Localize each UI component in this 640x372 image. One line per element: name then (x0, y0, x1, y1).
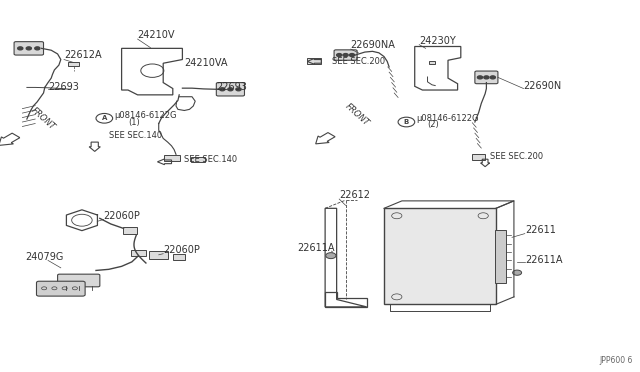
Text: 22060P: 22060P (163, 245, 200, 255)
Text: 22690NA: 22690NA (351, 40, 396, 50)
Circle shape (337, 54, 342, 57)
Text: 22611: 22611 (525, 224, 556, 234)
Bar (191, 157, 205, 162)
Bar (495, 230, 506, 283)
Text: B: B (404, 119, 409, 125)
Text: (1): (1) (128, 118, 140, 127)
Bar (173, 254, 185, 260)
Bar (164, 155, 180, 161)
Text: 24210V: 24210V (138, 30, 175, 40)
Circle shape (484, 76, 489, 79)
Circle shape (18, 47, 23, 50)
Circle shape (349, 54, 355, 57)
Text: µ08146-6122G: µ08146-6122G (416, 114, 479, 123)
Text: 22612: 22612 (339, 190, 370, 200)
Circle shape (326, 253, 336, 259)
Bar (384, 208, 496, 304)
Bar (307, 58, 321, 64)
Text: µ08146-6122G: µ08146-6122G (114, 111, 177, 120)
FancyBboxPatch shape (334, 50, 357, 60)
Circle shape (490, 76, 495, 79)
Circle shape (228, 88, 233, 91)
Text: SEE SEC.200: SEE SEC.200 (332, 57, 385, 66)
Circle shape (343, 54, 348, 57)
Text: (2): (2) (428, 120, 439, 129)
FancyBboxPatch shape (36, 281, 85, 296)
Text: 22611A: 22611A (525, 255, 563, 265)
Bar (429, 61, 435, 64)
Text: SEE SEC.140: SEE SEC.140 (109, 131, 162, 140)
Bar (149, 251, 168, 259)
Text: SEE SEC.140: SEE SEC.140 (184, 155, 237, 164)
FancyBboxPatch shape (216, 83, 244, 96)
Text: 22693: 22693 (48, 82, 79, 92)
Circle shape (35, 47, 40, 50)
Text: 24079G: 24079G (26, 252, 64, 262)
Text: 24230Y: 24230Y (419, 36, 456, 46)
FancyBboxPatch shape (475, 71, 498, 84)
FancyBboxPatch shape (14, 42, 44, 55)
Text: 22690N: 22690N (524, 80, 562, 90)
Text: 22611A: 22611A (298, 243, 335, 253)
Text: A: A (102, 115, 107, 121)
Circle shape (26, 47, 31, 50)
Circle shape (236, 88, 241, 91)
Text: FRONT: FRONT (30, 105, 57, 131)
Text: SEE SEC.200: SEE SEC.200 (490, 153, 543, 161)
Text: JPP600 6: JPP600 6 (599, 356, 632, 365)
Text: 22060P: 22060P (104, 211, 141, 221)
Bar (68, 62, 79, 66)
Bar (131, 250, 146, 256)
Circle shape (477, 76, 483, 79)
Text: 24210VA: 24210VA (184, 58, 228, 68)
Text: 22693: 22693 (216, 82, 247, 92)
Text: FRONT: FRONT (344, 102, 371, 128)
Bar (123, 227, 137, 234)
Circle shape (513, 270, 522, 275)
Circle shape (220, 88, 225, 91)
FancyBboxPatch shape (58, 274, 100, 287)
Bar (472, 154, 485, 160)
Text: 22612A: 22612A (64, 50, 102, 60)
